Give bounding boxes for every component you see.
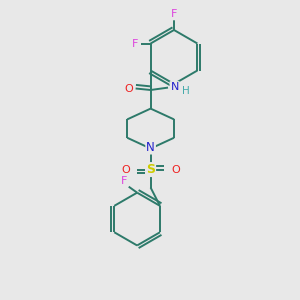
Text: H: H: [182, 86, 189, 96]
Text: S: S: [146, 163, 155, 176]
Text: O: O: [171, 165, 180, 175]
Text: N: N: [146, 141, 155, 154]
Text: N: N: [170, 82, 179, 92]
Text: O: O: [124, 83, 134, 94]
Text: F: F: [120, 176, 127, 186]
Text: F: F: [171, 9, 177, 20]
Text: F: F: [132, 38, 138, 49]
Text: O: O: [121, 165, 130, 175]
